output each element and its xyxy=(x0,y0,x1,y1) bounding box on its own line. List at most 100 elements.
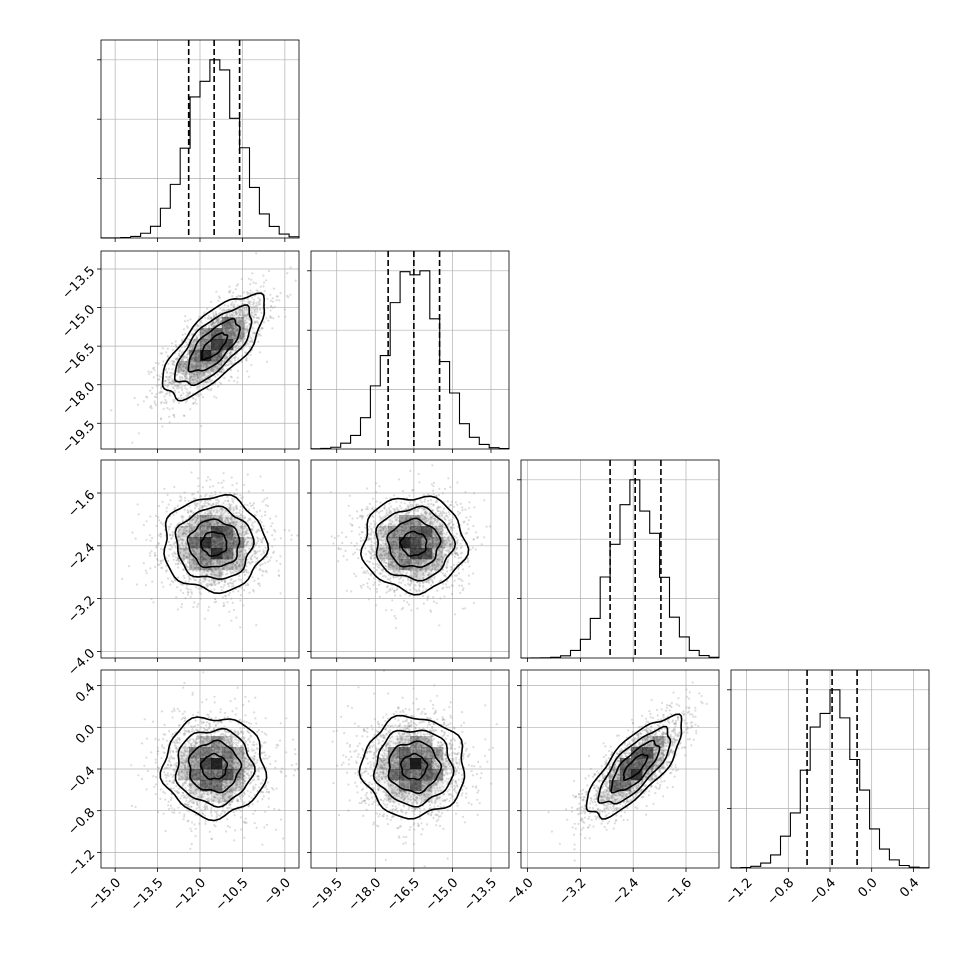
sample-point xyxy=(185,377,188,380)
sample-point xyxy=(404,523,407,526)
sample-point xyxy=(211,358,215,361)
sample-point xyxy=(213,541,217,544)
sample-point xyxy=(182,539,185,542)
sample-point xyxy=(273,528,276,531)
sample-point xyxy=(446,570,449,573)
sample-point xyxy=(223,544,226,547)
sample-point xyxy=(192,518,195,521)
sample-point xyxy=(208,362,211,365)
sample-point xyxy=(206,527,209,531)
sample-point xyxy=(243,483,246,486)
sample-point xyxy=(233,379,236,382)
sample-point xyxy=(439,527,442,530)
sample-point xyxy=(229,323,232,326)
sample-point xyxy=(172,542,175,546)
sample-point xyxy=(193,357,196,360)
sample-point xyxy=(202,374,205,377)
sample-point xyxy=(242,314,246,318)
sample-point xyxy=(229,325,232,329)
sample-point xyxy=(205,525,208,528)
sample-point xyxy=(170,537,173,540)
sample-point xyxy=(171,348,174,351)
sample-point xyxy=(405,530,408,533)
sample-point xyxy=(216,559,219,562)
sample-point xyxy=(192,526,196,529)
sample-point xyxy=(199,364,202,367)
sample-point xyxy=(215,319,219,323)
sample-point xyxy=(155,393,158,396)
sample-point xyxy=(192,511,195,514)
sample-point xyxy=(442,539,445,542)
sample-point xyxy=(268,559,271,562)
sample-point xyxy=(224,330,227,333)
sample-point xyxy=(180,383,183,386)
sample-point xyxy=(211,368,214,371)
sample-point xyxy=(199,552,202,555)
sample-point xyxy=(418,589,421,593)
sample-point xyxy=(233,492,236,495)
sample-point xyxy=(262,550,265,554)
sample-point xyxy=(184,525,188,528)
sample-point xyxy=(251,528,254,531)
sample-point xyxy=(233,497,236,500)
sample-point xyxy=(207,361,210,364)
sample-point xyxy=(168,394,171,397)
sample-point xyxy=(242,527,245,530)
sample-point xyxy=(185,525,188,529)
sample-point xyxy=(199,332,202,336)
sample-point xyxy=(236,511,239,514)
sample-point xyxy=(159,418,163,421)
sample-point xyxy=(233,608,236,611)
sample-point xyxy=(157,516,160,519)
sample-point xyxy=(193,357,196,360)
sample-point xyxy=(213,541,216,544)
sample-point xyxy=(289,293,292,296)
sample-point xyxy=(232,330,235,333)
sample-point xyxy=(262,536,265,540)
sample-point xyxy=(217,321,220,324)
sample-point xyxy=(235,521,239,524)
sample-point xyxy=(437,505,440,508)
sample-point xyxy=(207,339,210,342)
sample-point xyxy=(210,323,213,326)
sample-point xyxy=(181,356,185,359)
sample-point xyxy=(172,399,175,402)
sample-point xyxy=(202,504,205,508)
sample-point xyxy=(430,483,433,486)
sample-point xyxy=(231,328,234,332)
hist-frame-1 xyxy=(310,250,510,450)
sample-point xyxy=(433,532,436,535)
sample-point xyxy=(195,569,198,572)
sample-point xyxy=(182,364,185,367)
sample-point xyxy=(391,548,394,551)
sample-point xyxy=(393,533,396,536)
sample-point xyxy=(210,362,213,365)
sample-point xyxy=(240,360,243,363)
sample-point xyxy=(209,512,212,515)
sample-point xyxy=(230,334,233,337)
sample-point xyxy=(204,514,207,517)
sample-point xyxy=(255,510,258,513)
sample-point xyxy=(176,557,179,560)
sample-point xyxy=(246,473,249,476)
sample-point xyxy=(257,528,260,531)
sample-point xyxy=(238,564,241,567)
sample-point xyxy=(251,554,254,557)
sample-point xyxy=(204,348,207,351)
sample-point xyxy=(215,350,219,353)
sample-point xyxy=(202,525,206,528)
sample-point xyxy=(264,514,267,517)
sample-point xyxy=(167,554,171,557)
sample-point xyxy=(184,367,188,370)
sample-point xyxy=(219,354,222,357)
sample-point xyxy=(216,567,219,570)
sample-point xyxy=(246,325,249,328)
sample-point xyxy=(244,327,248,330)
sample-point xyxy=(392,567,395,570)
sample-point xyxy=(450,526,453,529)
sample-point xyxy=(172,359,175,363)
sample-point xyxy=(200,506,203,509)
sample-point xyxy=(160,562,163,565)
sample-point xyxy=(264,510,267,513)
sample-point xyxy=(210,559,213,562)
